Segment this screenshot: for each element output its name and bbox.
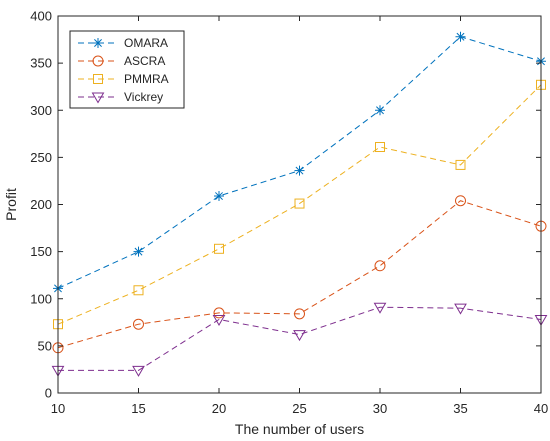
x-tick-label: 40 [534,401,548,416]
x-tick-label: 25 [292,401,306,416]
data-point-vickrey [132,365,145,377]
data-point-ascra [213,307,225,319]
data-point-ascra [133,318,144,330]
x-axis-label: The number of users [235,421,364,437]
series-line-pmmra [57,84,542,325]
data-point-pmmra [214,243,224,254]
data-point-vickrey [373,302,387,314]
series-line-ascra [57,200,542,349]
legend-label-ascra: ASCRA [124,54,165,68]
data-point-omara [294,165,305,176]
legend-marker-ascra [92,55,104,67]
y-tick-label: 150 [30,244,52,259]
data-point-pmmra [455,159,466,170]
series-vickrey [51,302,548,377]
y-axis-label: Profit [3,188,19,221]
x-tick-label: 35 [453,401,467,416]
data-point-ascra [455,195,466,207]
data-point-omara [375,105,385,116]
data-point-ascra [374,260,386,272]
data-point-pmmra [133,285,144,296]
data-point-omara [133,246,144,257]
data-point-ascra [294,308,305,320]
legend-marker-pmmra [93,74,103,84]
x-tick-label: 30 [373,401,387,416]
data-point-omara [214,191,224,202]
legend-box [69,30,185,109]
y-tick-label: 200 [30,197,52,212]
legend-marker-omara [93,38,103,48]
legend-marker-vickrey [91,92,105,104]
data-point-vickrey [293,330,306,342]
y-tick-label: 0 [45,386,52,401]
y-tick-label: 250 [30,150,52,165]
data-point-vickrey [454,303,467,315]
x-tick-label: 10 [51,401,65,416]
y-tick-label: 50 [38,338,52,353]
y-tick-label: 400 [30,9,52,24]
legend: OMARA ASCRA PMMRA Vickrey [69,30,185,109]
data-point-pmmra [375,142,385,153]
data-point-vickrey [212,314,226,326]
y-tick-label: 300 [30,103,52,118]
x-tick-label: 15 [131,401,145,416]
series-pmmra [53,79,546,330]
y-tick-label: 350 [30,56,52,71]
series-line-vickrey [58,306,542,371]
y-tick-label: 100 [30,291,52,306]
legend-label-vickrey: Vickrey [124,90,163,104]
x-tick-label: 20 [212,401,226,416]
legend-label-pmmra: PMMRA [124,72,169,86]
data-point-pmmra [294,198,305,209]
legend-label-omara: OMARA [124,36,168,50]
data-point-omara [455,31,466,42]
